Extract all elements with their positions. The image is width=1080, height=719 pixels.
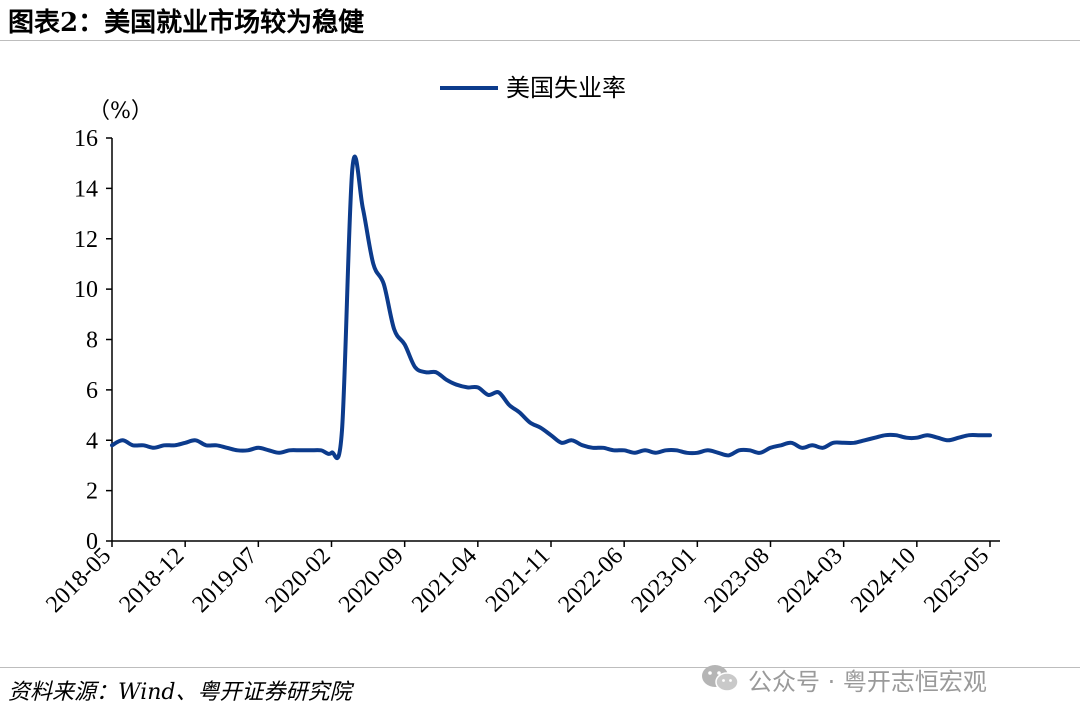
figure-title: 图表2：美国就业市场较为稳健 [8,8,365,38]
x-tick-label: 2020-09 [334,543,409,618]
unemployment-line-chart: 0246810121416（%）2018-052018-122019-07202… [41,74,1000,618]
y-tick-label: 0 [86,529,98,555]
y-tick-label: 12 [74,227,98,253]
x-tick-label: 2023-01 [627,543,702,618]
y-axis-unit: （%） [88,99,153,124]
source-note: 资料来源：Wind、粤开证券研究院 [8,680,352,705]
x-tick-label: 2022-06 [553,543,628,618]
x-tick-label: 2024-10 [846,543,921,618]
y-tick-label: 2 [86,479,98,505]
x-tick-label: 2021-11 [481,543,555,617]
y-tick-label: 14 [74,176,98,202]
series-line-0 [110,154,992,461]
x-tick-label: 2019-07 [188,543,263,618]
x-tick-label: 2025-05 [919,543,994,618]
legend-label: 美国失业率 [506,74,626,102]
watermark-text: 公众号 · 粤开志恒宏观 [748,667,987,696]
y-tick-label: 10 [74,277,98,303]
y-tick-label: 6 [86,378,98,404]
y-tick-label: 4 [86,428,98,454]
watermark: 公众号 · 粤开志恒宏观 [700,658,987,700]
x-tick-label: 2023-08 [700,543,775,618]
y-tick-label: 8 [86,328,98,354]
x-tick-label: 2018-05 [41,543,116,618]
bottom-divider [0,667,1080,668]
top-divider [0,40,1080,41]
wechat-icon [702,665,739,692]
x-tick-label: 2024-03 [773,543,848,618]
x-tick-label: 2020-02 [261,543,336,618]
x-tick-label: 2021-04 [407,543,482,618]
x-tick-label: 2018-12 [114,543,189,618]
y-tick-label: 16 [74,126,98,152]
